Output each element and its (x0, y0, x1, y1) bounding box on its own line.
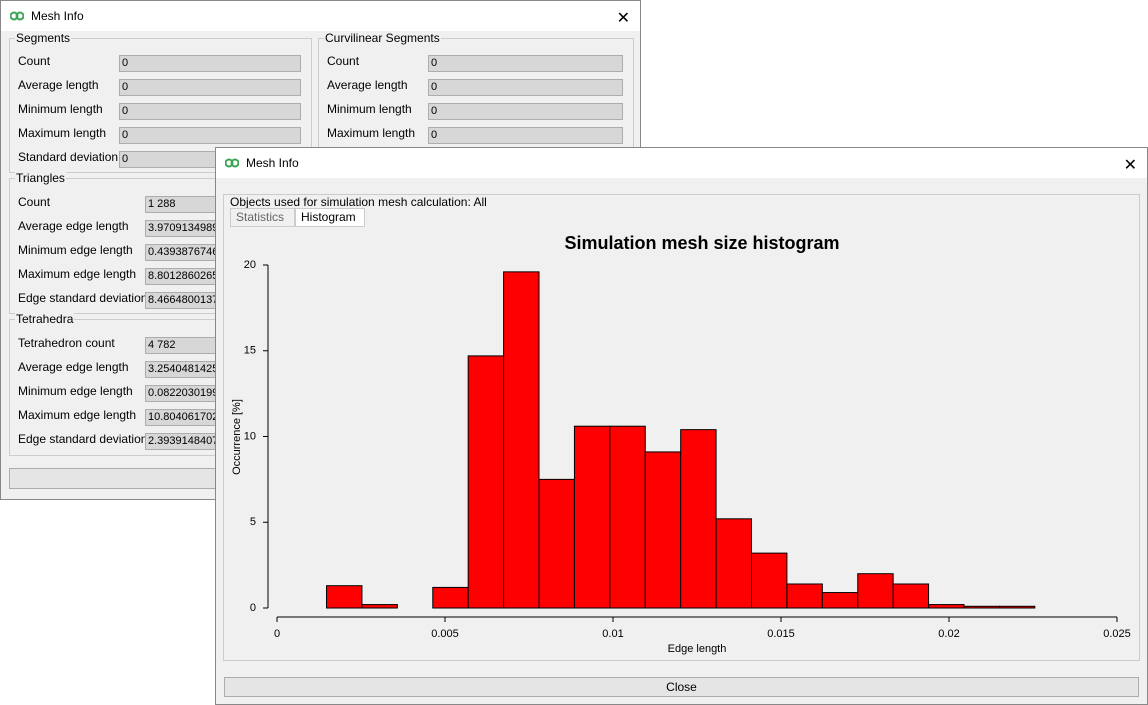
y-tick-label: 5 (250, 516, 256, 528)
x-tick-label: 0 (274, 628, 280, 640)
group-box: Segments (9, 31, 312, 173)
histogram-bar (928, 604, 965, 609)
field-label: Average edge length (18, 219, 129, 233)
x-tick-label: 0.01 (602, 628, 623, 640)
histogram-bar (573, 425, 611, 609)
histogram-bar (432, 586, 469, 609)
close-icon[interactable]: ✕ (1123, 157, 1137, 174)
group-title: Tetrahedra (15, 312, 75, 326)
histogram-bar (892, 583, 930, 609)
text-field[interactable]: 0 (428, 127, 623, 144)
field-label: Edge standard deviation (18, 432, 148, 446)
app-icon (10, 11, 24, 21)
chart: Simulation mesh size histogram Edge leng… (231, 233, 1131, 655)
field-label: Minimum edge length (18, 243, 133, 257)
y-axis-label: Occurrence [%] (231, 399, 243, 475)
close-icon[interactable]: ✕ (616, 10, 630, 27)
window-title: Mesh Info (246, 156, 299, 170)
field-label: Edge standard deviation (18, 291, 148, 305)
histogram-bar (680, 429, 717, 609)
field-label: Standard deviation (18, 150, 119, 164)
y-tick-label: 20 (244, 259, 256, 271)
field-label: Maximum length (18, 126, 107, 140)
title-bar: Mesh Info ✕ (1, 1, 640, 31)
text-field[interactable]: 0 (428, 79, 623, 96)
histogram-bar (963, 605, 1000, 609)
group-label: Objects used for simulation mesh calcula… (230, 195, 487, 209)
histogram-bar (786, 583, 823, 609)
text-field[interactable]: 0 (428, 103, 623, 120)
histogram-bar (503, 271, 540, 609)
title-bar: Mesh Info ✕ (216, 148, 1147, 178)
field-label: Average length (327, 78, 408, 92)
x-axis-label: Edge length (668, 643, 727, 655)
text-field[interactable]: 0 (119, 127, 301, 144)
field-label: Average length (18, 78, 99, 92)
x-tick-label: 0.015 (767, 628, 795, 640)
histogram-bar (750, 552, 788, 609)
group-title: Segments (15, 31, 72, 45)
text-field[interactable]: 0 (119, 103, 301, 120)
field-label: Count (18, 54, 51, 68)
field-label: Tetrahedron count (18, 336, 115, 350)
histogram-bar (538, 478, 575, 609)
chart-title: Simulation mesh size histogram (564, 233, 839, 253)
histogram-bar (467, 355, 505, 609)
histogram-bar (821, 592, 859, 609)
tab-selected[interactable]: Histogram (295, 208, 365, 227)
histogram-bar (644, 451, 682, 609)
group-box: Objects used for simulation mesh calcula… (223, 194, 1140, 661)
field-label: Count (327, 54, 360, 68)
field-label: Minimum length (18, 102, 103, 116)
field-label: Average edge length (18, 360, 129, 374)
text-field[interactable]: 0 (119, 55, 301, 72)
field-label: Minimum edge length (18, 384, 133, 398)
field-label: Count (18, 195, 51, 209)
window-title: Mesh Info (31, 9, 84, 23)
field-label: Maximum length (327, 126, 416, 140)
x-tick-label: 0.02 (938, 628, 959, 640)
group-title: Curvilinear Segments (324, 31, 441, 45)
text-field[interactable]: 0 (119, 79, 301, 96)
x-tick-label: 0.025 (1103, 628, 1131, 640)
histogram-bar (326, 585, 363, 609)
y-tick-label: 15 (244, 345, 256, 357)
field-label: Minimum length (327, 102, 412, 116)
app-icon (225, 158, 239, 168)
field-label: Maximum edge length (18, 408, 137, 422)
close-button[interactable]: Close (224, 677, 1139, 697)
front-window: Mesh Info ✕ Objects used for simulation … (215, 147, 1148, 705)
text-field[interactable]: 0 (428, 55, 623, 72)
histogram-bar (361, 604, 398, 609)
tab[interactable]: Statistics (230, 208, 295, 227)
histogram-bar (715, 518, 752, 609)
y-tick-label: 0 (250, 602, 256, 614)
group-title: Triangles (15, 171, 66, 185)
histogram-bar (609, 425, 646, 609)
x-tick-label: 0.005 (431, 628, 459, 640)
histogram-bar (998, 605, 1036, 609)
y-tick-label: 10 (244, 430, 256, 442)
field-label: Maximum edge length (18, 267, 137, 281)
histogram-bar (857, 573, 894, 609)
